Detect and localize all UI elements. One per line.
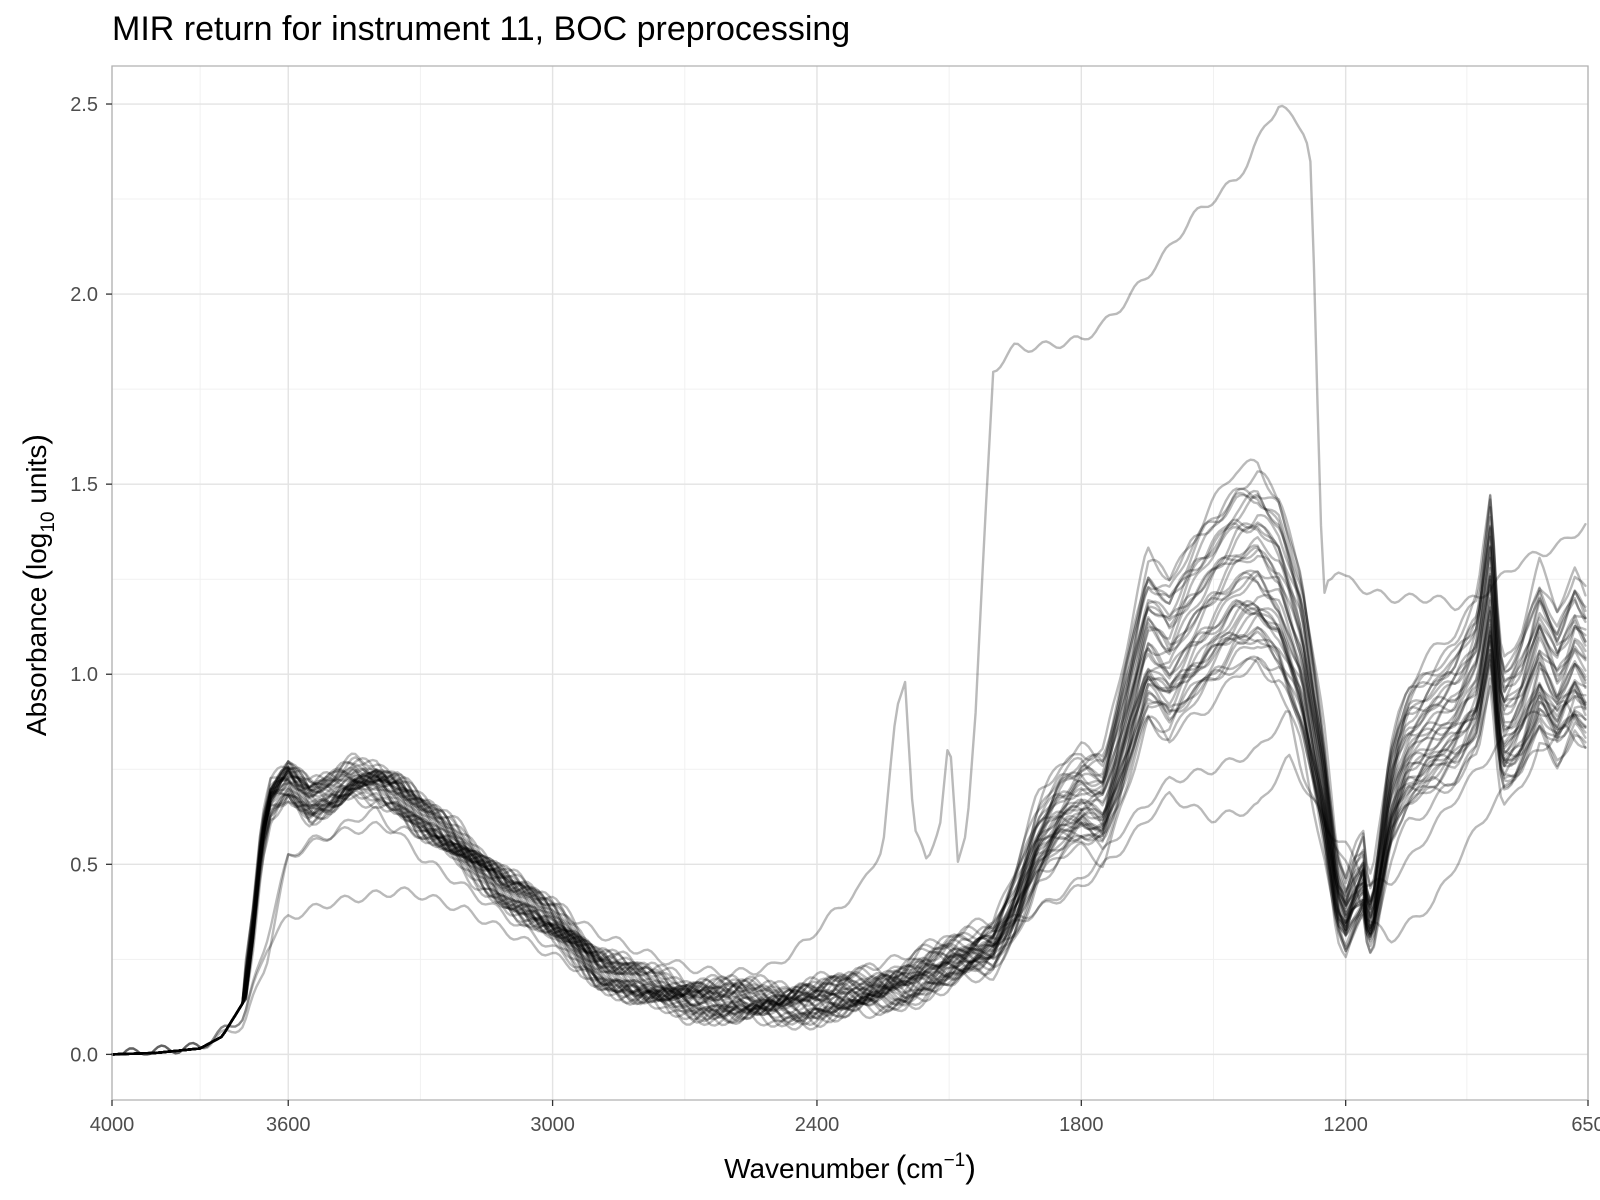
spectrum-line <box>110 600 1587 1056</box>
spectrum-line <box>110 570 1587 1056</box>
x-tick-label: 3600 <box>266 1114 311 1136</box>
plot-panel <box>111 65 1589 1101</box>
spectrum-line <box>110 545 1587 1056</box>
spectrum-line <box>110 613 1587 1056</box>
y-tick-label: 0.5 <box>70 854 98 876</box>
spectrum-line <box>110 644 1587 1056</box>
chart-title: MIR return for instrument 11, BOC prepro… <box>112 10 850 48</box>
spectra-lines <box>110 104 1587 1056</box>
spectrum-line <box>110 522 1587 1056</box>
spectrum-line <box>110 569 1587 1056</box>
y-tick-label: 1.0 <box>70 664 98 686</box>
y-axis-label: Absorbance (log10 units) <box>17 434 59 736</box>
spectrum-line <box>110 604 1587 1056</box>
spectrum-line-outlier <box>110 104 1587 1056</box>
x-axis-ticks: 4000 3600 3000 2400 1800 1200 650 <box>90 1100 1600 1136</box>
y-axis-label-open-paren: ( <box>17 570 53 581</box>
y-tick-label: 0.0 <box>70 1044 98 1066</box>
x-tick-label: 1800 <box>1059 1114 1104 1136</box>
spectrum-line <box>110 544 1587 1056</box>
spectrum-line <box>110 630 1587 1056</box>
spectrum-line <box>110 612 1587 1056</box>
x-tick-label: 650 <box>1571 1114 1600 1136</box>
spectrum-line <box>110 598 1587 1056</box>
spectrum-line <box>110 599 1587 1056</box>
spectrum-line <box>110 656 1587 1056</box>
spectrum-line <box>110 493 1587 1056</box>
y-tick-label: 1.5 <box>70 474 98 496</box>
x-axis-label-exponent: −1 <box>944 1150 966 1171</box>
spectrum-line <box>110 522 1587 1056</box>
spectrum-line <box>110 655 1587 1056</box>
spectrum-line <box>110 593 1587 1056</box>
y-tick-label: 2.5 <box>70 94 98 116</box>
spectrum-line <box>110 513 1587 1056</box>
spectrum-line <box>110 607 1587 1056</box>
x-axis-label-main: Wavenumber <box>724 1153 889 1184</box>
y-axis-label-log: log <box>21 533 52 570</box>
spectrum-line <box>110 493 1587 1056</box>
x-axis-label-open-paren: ( <box>896 1149 907 1185</box>
spectrum-line <box>110 657 1587 1056</box>
spectrum-line <box>110 576 1587 1056</box>
spectrum-line <box>110 518 1587 1056</box>
y-axis-label-close-paren: ) <box>17 434 53 445</box>
y-tick-label: 2.0 <box>70 284 98 306</box>
spectrum-line <box>110 487 1587 1056</box>
spectrum-line <box>110 571 1587 1056</box>
x-axis-label-close-paren: ) <box>965 1149 976 1185</box>
x-tick-label: 2400 <box>795 1114 840 1136</box>
y-axis-label-subscript: 10 <box>38 511 59 532</box>
spectrum-line <box>110 626 1587 1056</box>
spectrum-line <box>110 470 1587 1056</box>
x-axis-label-unit: cm <box>906 1153 943 1184</box>
spectrum-line <box>110 536 1587 1056</box>
spectrum-line <box>110 526 1587 1056</box>
spectrum-line <box>110 638 1587 1056</box>
spectrum-line <box>110 491 1587 1056</box>
spectrum-line <box>110 489 1587 1056</box>
spectrum-line-outlier <box>110 699 1587 1056</box>
y-axis-label-units: units <box>21 445 52 512</box>
spectrum-line <box>110 634 1587 1056</box>
x-tick-label: 4000 <box>90 1114 135 1136</box>
spectrum-line-outlier <box>110 723 1587 1056</box>
y-axis-label-main: Absorbance <box>21 587 52 736</box>
x-tick-label: 1200 <box>1323 1114 1368 1136</box>
spectrum-line <box>110 554 1587 1056</box>
spectrum-line <box>110 458 1587 1056</box>
spectrum-line <box>110 602 1587 1056</box>
y-axis-ticks: 0.0 0.5 1.0 1.5 2.0 2.5 <box>70 94 112 1066</box>
spectrum-line <box>110 573 1587 1056</box>
spectrum-line <box>110 548 1587 1056</box>
x-axis-label: Wavenumber (cm−1) <box>724 1149 976 1185</box>
x-tick-label: 3000 <box>530 1114 575 1136</box>
spectrum-line <box>110 625 1587 1056</box>
